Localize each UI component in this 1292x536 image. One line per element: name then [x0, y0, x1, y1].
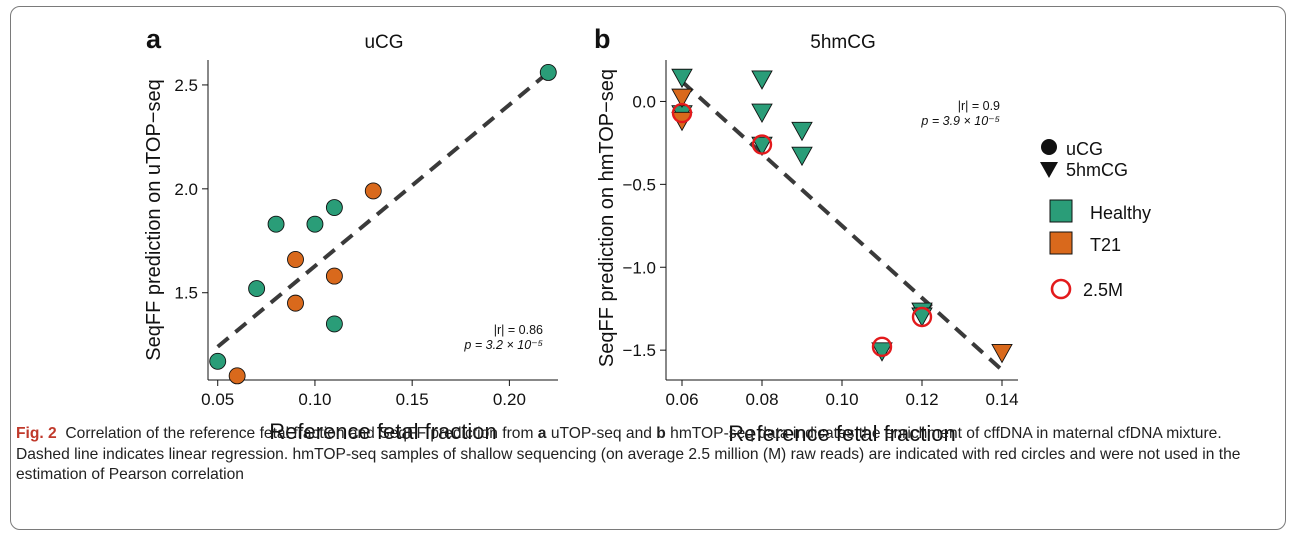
panel-b-letter: b: [594, 24, 611, 54]
data-point-shallow: [751, 134, 773, 155]
panel-b-ticks: 0.06 0.08 0.10 0.12 0.14 0.0 −0.5 −1.0 −1.5: [622, 92, 1018, 409]
data-point-healthy: [539, 64, 557, 81]
caption-panel-b-ref: b: [656, 425, 666, 442]
data-point-healthy: [267, 215, 285, 233]
data-point-healthy: [306, 215, 324, 233]
y-tick-label: −1.5: [622, 341, 656, 360]
legend: uCG 5hmCG Healthy T21 2.5M: [1040, 139, 1151, 300]
data-point-healthy: [751, 136, 773, 157]
data-point-t21: [228, 367, 246, 385]
legend-circle-marker: [1041, 139, 1057, 155]
legend-healthy-label: Healthy: [1090, 203, 1151, 223]
x-tick-label: 0.06: [665, 390, 698, 409]
data-point-t21: [364, 182, 382, 200]
panel-b-points: [671, 68, 1013, 364]
y-tick-label: 2.5: [174, 76, 198, 95]
panel-a-points: [209, 64, 557, 385]
caption-panel-a-ref: a: [537, 425, 547, 442]
caption-text-2: uTOP-seq and: [546, 425, 657, 442]
panel-a-letter: a: [146, 24, 162, 54]
x-tick-label: 0.05: [201, 390, 234, 409]
legend-triangle-marker: [1040, 162, 1058, 178]
legend-5hmcg-label: 5hmCG: [1066, 160, 1128, 180]
caption-text-1: Correlation of the reference fetal fract…: [65, 425, 538, 442]
x-tick-label: 0.08: [745, 390, 778, 409]
panel-a-xlabel: Reference fetal fraction: [269, 419, 496, 444]
y-tick-label: −1.0: [622, 258, 656, 277]
data-point-healthy: [791, 146, 813, 167]
x-tick-label: 0.15: [396, 390, 429, 409]
panel-b-xlabel: Reference fetal fraction: [728, 421, 955, 446]
legend-healthy-swatch: [1049, 199, 1073, 223]
y-tick-label: −0.5: [622, 175, 656, 194]
data-point-t21: [671, 88, 693, 109]
panel-a-regression: [216, 70, 550, 349]
panel-a-axes: [207, 60, 558, 381]
panel-b-ylabel: SeqFF prediction on hmTOP−seq: [596, 69, 618, 367]
panel-a-stat-r: |r| = 0.86: [494, 323, 543, 337]
legend-t21-swatch: [1049, 231, 1073, 255]
legend-ucg-label: uCG: [1066, 139, 1103, 159]
figure-frame: [10, 6, 1286, 530]
panel-a-stat-p: p = 3.2 × 10⁻⁵: [463, 338, 543, 352]
data-point-healthy: [791, 121, 813, 142]
data-point-shallow: [871, 336, 893, 358]
data-point-t21: [287, 294, 304, 312]
data-point-t21: [991, 344, 1013, 364]
data-point-shallow: [671, 102, 693, 124]
data-point-healthy: [325, 199, 343, 216]
legend-shallow-label: 2.5M: [1083, 280, 1123, 300]
legend-shallow-marker: [1050, 278, 1072, 300]
x-tick-label: 0.10: [298, 390, 331, 409]
panel-a-ylabel: SeqFF prediction on uTOP−seq: [143, 79, 165, 360]
data-point-healthy: [751, 103, 773, 123]
legend-t21-label: T21: [1090, 235, 1121, 255]
data-point-healthy: [325, 315, 343, 333]
x-tick-label: 0.10: [825, 390, 858, 409]
x-tick-label: 0.12: [905, 390, 938, 409]
regression-line: [680, 80, 1004, 372]
data-point-t21: [325, 267, 343, 285]
figure-caption: Fig. 2 Correlation of the reference feta…: [16, 424, 1278, 486]
x-tick-label: 0.20: [493, 390, 526, 409]
caption-text-3: hmTOP-seq data indicates the enrichment …: [16, 425, 1241, 483]
panel-a-ticks: 0.05 0.10 0.15 0.20 1.5 2.0 2.5: [174, 76, 526, 409]
regression-line: [216, 70, 550, 349]
y-tick-label: 0.0: [632, 92, 656, 111]
panel-b-stat-p: p = 3.9 × 10⁻⁵: [920, 114, 1000, 128]
data-point-healthy: [751, 70, 773, 90]
x-tick-label: 0.14: [985, 390, 1018, 409]
caption-label: Fig. 2: [16, 425, 57, 442]
data-point-healthy: [871, 342, 893, 362]
data-point-t21: [287, 251, 304, 268]
data-point-healthy: [209, 352, 227, 370]
y-tick-label: 1.5: [174, 284, 198, 303]
panel-b-stat-r: |r| = 0.9: [958, 99, 1000, 113]
panel-b-title: 5hmCG: [810, 32, 875, 53]
panel-a-title: uCG: [364, 32, 403, 53]
data-point-healthy: [248, 280, 266, 298]
data-point-shallow: [911, 306, 933, 328]
data-point-healthy: [671, 68, 693, 89]
y-tick-label: 2.0: [174, 180, 198, 199]
panel-b-regression: [680, 80, 1004, 372]
